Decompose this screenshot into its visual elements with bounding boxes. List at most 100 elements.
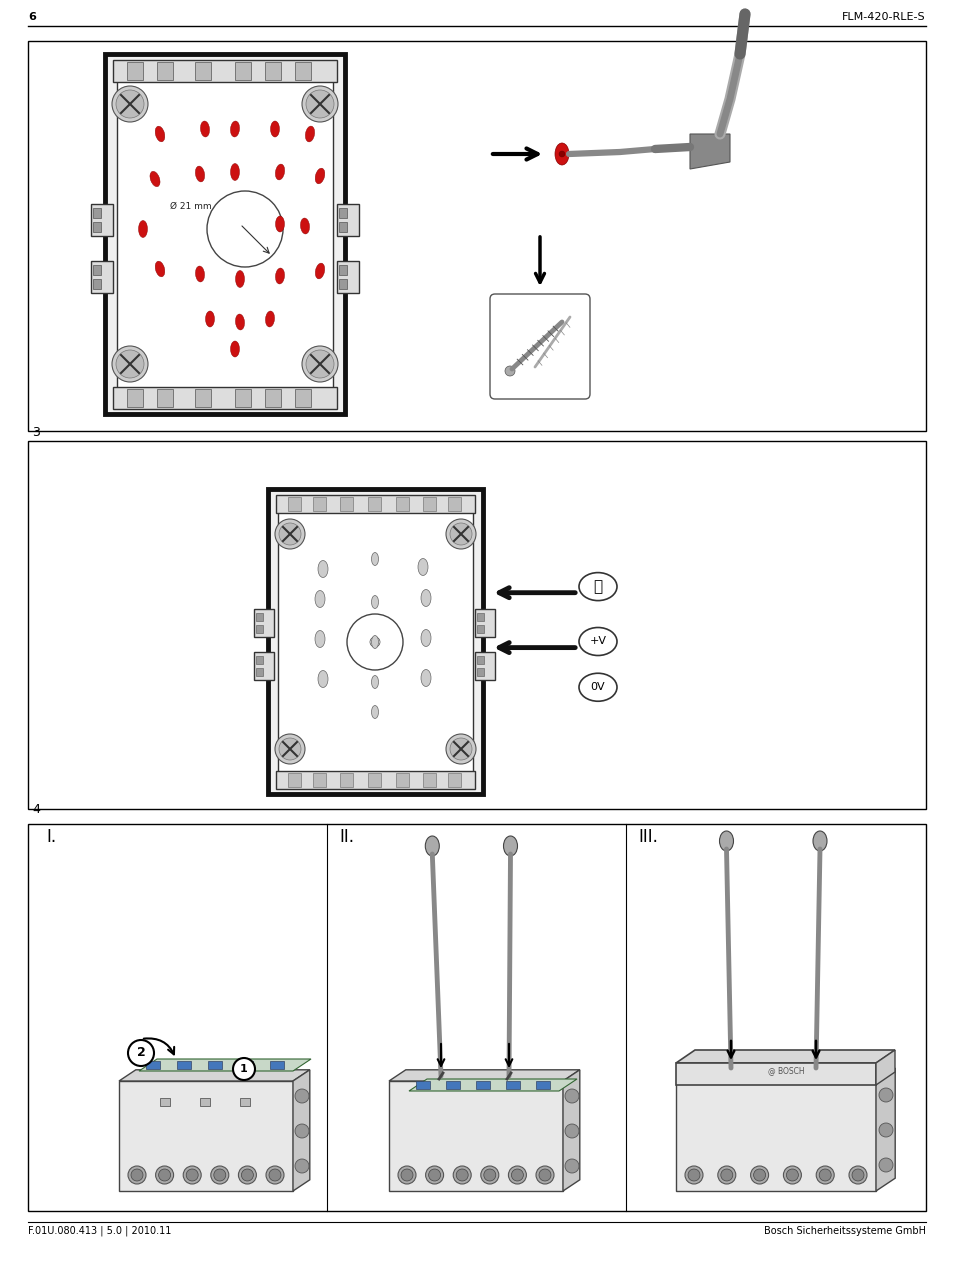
Circle shape <box>511 1170 523 1181</box>
Circle shape <box>128 1040 153 1066</box>
Circle shape <box>112 87 148 122</box>
Bar <box>91 204 112 236</box>
Ellipse shape <box>812 831 826 851</box>
Bar <box>265 389 281 406</box>
Ellipse shape <box>420 670 431 687</box>
Circle shape <box>450 738 472 761</box>
FancyBboxPatch shape <box>490 294 589 399</box>
Ellipse shape <box>371 595 378 609</box>
Circle shape <box>782 1166 801 1184</box>
Circle shape <box>878 1122 892 1136</box>
Bar <box>313 773 326 787</box>
Bar <box>476 668 483 676</box>
Ellipse shape <box>155 261 165 276</box>
Circle shape <box>564 1089 578 1103</box>
Bar <box>234 389 251 406</box>
Bar <box>265 62 281 80</box>
Circle shape <box>480 1166 498 1184</box>
Circle shape <box>183 1166 201 1184</box>
Bar <box>92 265 101 275</box>
Bar <box>157 62 172 80</box>
Circle shape <box>428 1170 440 1181</box>
Bar <box>422 497 436 511</box>
Ellipse shape <box>578 572 617 600</box>
Text: I.: I. <box>46 828 56 846</box>
Bar <box>200 1098 210 1106</box>
Ellipse shape <box>231 121 239 138</box>
Ellipse shape <box>265 311 274 327</box>
Circle shape <box>186 1170 198 1181</box>
Bar <box>338 222 347 232</box>
Polygon shape <box>676 1082 875 1191</box>
Circle shape <box>306 350 334 378</box>
Bar <box>112 387 336 409</box>
Polygon shape <box>119 1070 310 1082</box>
Bar <box>28 441 925 809</box>
Bar <box>105 54 345 414</box>
Circle shape <box>753 1170 765 1181</box>
Circle shape <box>536 1166 554 1184</box>
Polygon shape <box>562 1070 579 1191</box>
Bar <box>505 1082 519 1089</box>
Bar <box>127 62 143 80</box>
Circle shape <box>238 1166 256 1184</box>
Circle shape <box>274 734 305 764</box>
Polygon shape <box>389 1070 579 1082</box>
Circle shape <box>269 1170 281 1181</box>
Ellipse shape <box>275 164 284 180</box>
Text: 6: 6 <box>28 11 36 22</box>
Ellipse shape <box>275 268 284 284</box>
Bar <box>339 497 353 511</box>
Ellipse shape <box>200 121 210 138</box>
Bar <box>275 771 475 789</box>
Circle shape <box>851 1170 863 1181</box>
Bar <box>270 1061 284 1069</box>
Bar <box>288 773 301 787</box>
Circle shape <box>241 1170 253 1181</box>
Bar <box>338 279 347 289</box>
Ellipse shape <box>271 121 279 138</box>
Circle shape <box>274 519 305 549</box>
Polygon shape <box>689 134 729 169</box>
Circle shape <box>750 1166 768 1184</box>
Ellipse shape <box>314 168 324 183</box>
Circle shape <box>116 90 144 118</box>
Ellipse shape <box>231 163 239 181</box>
Bar <box>476 1082 490 1089</box>
Circle shape <box>278 738 301 761</box>
Bar <box>92 222 101 232</box>
Bar <box>448 497 460 511</box>
Bar <box>268 489 482 794</box>
Circle shape <box>558 152 564 157</box>
Text: 4: 4 <box>32 803 40 817</box>
Ellipse shape <box>231 341 239 357</box>
Bar <box>92 208 101 218</box>
Text: 1: 1 <box>240 1064 248 1074</box>
Polygon shape <box>119 1082 293 1191</box>
Ellipse shape <box>235 313 244 330</box>
Circle shape <box>400 1170 413 1181</box>
Bar <box>294 389 311 406</box>
Circle shape <box>504 366 515 376</box>
Circle shape <box>878 1158 892 1172</box>
Text: @ BOSCH: @ BOSCH <box>767 1066 803 1075</box>
Text: Ø 21 mm: Ø 21 mm <box>170 203 212 211</box>
Circle shape <box>456 1170 468 1181</box>
Ellipse shape <box>314 631 325 647</box>
Ellipse shape <box>205 311 214 327</box>
Bar <box>422 773 436 787</box>
Circle shape <box>720 1170 732 1181</box>
Ellipse shape <box>503 836 517 856</box>
Bar <box>255 626 263 633</box>
Polygon shape <box>139 1059 311 1071</box>
Bar <box>157 389 172 406</box>
Text: 0V: 0V <box>590 683 604 692</box>
Polygon shape <box>676 1063 875 1085</box>
Circle shape <box>116 350 144 378</box>
Bar <box>339 773 353 787</box>
Bar <box>91 261 112 293</box>
Bar <box>112 60 336 82</box>
Bar <box>476 656 483 664</box>
Ellipse shape <box>317 670 328 688</box>
Bar <box>255 613 263 622</box>
